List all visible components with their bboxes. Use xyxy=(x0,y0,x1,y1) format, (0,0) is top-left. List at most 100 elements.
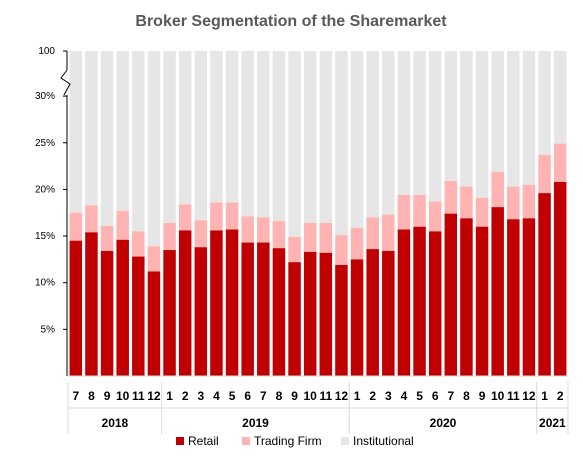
bar-trading-firm-13 xyxy=(272,221,286,249)
y-axis-break xyxy=(60,69,71,96)
bar-institutional-2 xyxy=(100,51,114,226)
bar-retail-5 xyxy=(147,271,161,376)
bar-trading-firm-19 xyxy=(366,217,379,250)
bar-institutional-5 xyxy=(147,51,161,247)
x-tick-label: 6 xyxy=(432,389,439,403)
x-tick-label: 11 xyxy=(319,389,332,403)
bar-institutional-6 xyxy=(163,51,176,223)
bar-institutional-31 xyxy=(553,51,567,144)
bar-trading-firm-17 xyxy=(335,235,348,265)
bar-trading-firm-11 xyxy=(241,216,254,243)
x-tick-label: 1 xyxy=(354,389,361,403)
bar-trading-firm-22 xyxy=(413,194,426,227)
bar-institutional-15 xyxy=(303,51,317,223)
bar-trading-firm-16 xyxy=(319,222,333,253)
bar-retail-0 xyxy=(69,240,83,376)
bar-retail-28 xyxy=(507,219,520,376)
bar-institutional-11 xyxy=(241,51,254,217)
bar-retail-30 xyxy=(538,193,551,376)
y-tick-label: 5% xyxy=(41,324,56,335)
bar-retail-4 xyxy=(132,256,145,376)
y-tick-label: 15% xyxy=(35,231,55,242)
bar-institutional-26 xyxy=(475,51,489,198)
bar-trading-firm-4 xyxy=(132,231,145,257)
legend-label: Institutional xyxy=(353,434,414,448)
plot-area xyxy=(69,51,567,376)
bar-trading-firm-31 xyxy=(553,143,567,182)
y-tick-label: 25% xyxy=(35,138,55,149)
bar-trading-firm-26 xyxy=(475,197,489,227)
bar-institutional-22 xyxy=(413,51,426,195)
x-tick-label: 7 xyxy=(447,389,454,403)
bar-trading-firm-28 xyxy=(507,186,520,220)
bar-institutional-13 xyxy=(272,51,286,222)
bar-retail-14 xyxy=(288,262,301,376)
bar-institutional-23 xyxy=(428,51,442,202)
bar-retail-6 xyxy=(163,250,176,376)
bar-retail-13 xyxy=(272,248,286,376)
bar-retail-8 xyxy=(194,247,208,376)
x-tick-label: 1 xyxy=(541,389,548,403)
x-tick-label: 12 xyxy=(335,389,349,403)
bar-retail-9 xyxy=(210,230,223,376)
bar-retail-18 xyxy=(350,259,364,376)
chart-title: Broker Segmentation of the Sharemarket xyxy=(135,13,447,30)
bar-institutional-1 xyxy=(85,51,98,206)
legend: Retail Trading Firm Institutional xyxy=(176,434,414,448)
bar-institutional-27 xyxy=(491,51,504,172)
bar-retail-16 xyxy=(319,252,333,376)
bar-institutional-4 xyxy=(132,51,145,232)
x-tick-label: 11 xyxy=(507,389,520,403)
legend-swatch xyxy=(242,437,250,445)
bar-trading-firm-27 xyxy=(491,171,504,208)
bar-retail-27 xyxy=(491,207,504,376)
bar-retail-2 xyxy=(100,250,114,376)
x-tick-label: 4 xyxy=(401,389,408,403)
x-tick-label: 2 xyxy=(557,389,564,403)
year-label: 2018 xyxy=(102,416,129,430)
bar-retail-12 xyxy=(257,242,270,376)
bar-retail-10 xyxy=(225,229,239,376)
bar-institutional-24 xyxy=(444,51,458,182)
legend-label: Trading Firm xyxy=(254,434,322,448)
bar-institutional-28 xyxy=(507,51,520,187)
bar-institutional-30 xyxy=(538,51,551,155)
bar-trading-firm-30 xyxy=(538,154,551,194)
bar-trading-firm-21 xyxy=(397,194,411,230)
bar-trading-firm-15 xyxy=(303,222,317,252)
bar-trading-firm-0 xyxy=(69,212,83,241)
bar-institutional-17 xyxy=(335,51,348,236)
bar-institutional-10 xyxy=(225,51,239,203)
y-tick-label: 20% xyxy=(35,184,55,195)
x-tick-label: 3 xyxy=(385,389,392,403)
bar-institutional-8 xyxy=(194,51,208,221)
bar-retail-7 xyxy=(178,230,192,376)
bar-institutional-9 xyxy=(210,51,223,203)
y-tick-label: 100 xyxy=(38,46,55,57)
bar-trading-firm-10 xyxy=(225,202,239,230)
x-tick-label: 9 xyxy=(291,389,298,403)
x-tick-label: 8 xyxy=(88,389,95,403)
legend-swatch xyxy=(176,437,184,445)
year-label: 2020 xyxy=(430,416,457,430)
bar-trading-firm-9 xyxy=(210,202,223,231)
bar-institutional-3 xyxy=(116,51,129,211)
bar-retail-31 xyxy=(553,181,567,376)
year-label: 2021 xyxy=(539,416,566,430)
bar-trading-firm-6 xyxy=(163,222,176,251)
bar-institutional-7 xyxy=(178,51,192,205)
x-tick-label: 3 xyxy=(197,389,204,403)
bar-trading-firm-14 xyxy=(288,236,301,263)
bar-institutional-20 xyxy=(382,51,395,215)
x-tick-label: 5 xyxy=(229,389,236,403)
bar-retail-21 xyxy=(397,229,411,376)
bar-retail-3 xyxy=(116,239,129,376)
bar-institutional-18 xyxy=(350,51,364,228)
bar-trading-firm-7 xyxy=(178,204,192,231)
bar-trading-firm-25 xyxy=(460,186,473,219)
bar-trading-firm-1 xyxy=(85,205,98,233)
bar-trading-firm-23 xyxy=(428,201,442,232)
x-tick-label: 9 xyxy=(104,389,111,403)
bar-trading-firm-12 xyxy=(257,217,270,243)
